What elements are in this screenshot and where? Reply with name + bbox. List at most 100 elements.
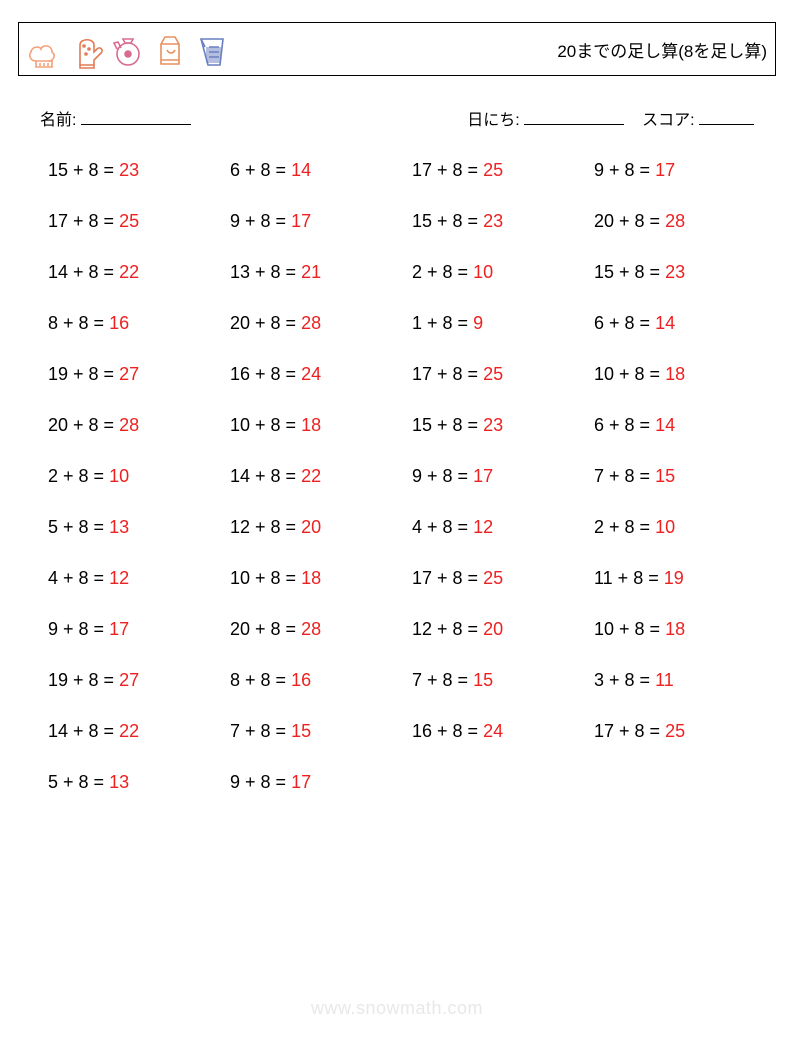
flour-bag-icon bbox=[153, 29, 187, 69]
header-box: 20までの足し算(8を足し算) bbox=[18, 22, 776, 76]
problem: 17 + 8 = 25 bbox=[412, 160, 584, 181]
name-blank[interactable] bbox=[81, 108, 191, 125]
problem: 20 + 8 = 28 bbox=[48, 415, 220, 436]
chef-hat-icon bbox=[27, 29, 61, 69]
expression: 15 + 8 = bbox=[48, 160, 119, 180]
problem: 15 + 8 = 23 bbox=[594, 262, 766, 283]
expression: 6 + 8 = bbox=[594, 415, 655, 435]
expression: 15 + 8 = bbox=[594, 262, 665, 282]
problem: 20 + 8 = 28 bbox=[230, 619, 402, 640]
problem: 14 + 8 = 22 bbox=[48, 721, 220, 742]
answer: 23 bbox=[483, 415, 503, 435]
problem: 10 + 8 = 18 bbox=[230, 568, 402, 589]
expression: 9 + 8 = bbox=[48, 619, 109, 639]
measuring-cup-icon bbox=[195, 29, 229, 69]
answer: 14 bbox=[655, 415, 675, 435]
answer: 12 bbox=[473, 517, 493, 537]
answer: 18 bbox=[301, 568, 321, 588]
answer: 15 bbox=[473, 670, 493, 690]
problem: 15 + 8 = 23 bbox=[412, 415, 584, 436]
answer: 17 bbox=[655, 160, 675, 180]
expression: 20 + 8 = bbox=[230, 313, 301, 333]
answer: 16 bbox=[291, 670, 311, 690]
expression: 7 + 8 = bbox=[412, 670, 473, 690]
answer: 10 bbox=[473, 262, 493, 282]
expression: 17 + 8 = bbox=[412, 568, 483, 588]
expression: 10 + 8 = bbox=[594, 619, 665, 639]
problem: 9 + 8 = 17 bbox=[230, 772, 402, 793]
answer: 18 bbox=[301, 415, 321, 435]
answer: 27 bbox=[119, 670, 139, 690]
expression: 8 + 8 = bbox=[230, 670, 291, 690]
problem: 19 + 8 = 27 bbox=[48, 364, 220, 385]
expression: 12 + 8 = bbox=[412, 619, 483, 639]
problem: 15 + 8 = 23 bbox=[412, 211, 584, 232]
expression: 17 + 8 = bbox=[594, 721, 665, 741]
problem: 12 + 8 = 20 bbox=[230, 517, 402, 538]
expression: 9 + 8 = bbox=[594, 160, 655, 180]
problem: 14 + 8 = 22 bbox=[48, 262, 220, 283]
expression: 7 + 8 = bbox=[230, 721, 291, 741]
problem: 1 + 8 = 9 bbox=[412, 313, 584, 334]
problem: 8 + 8 = 16 bbox=[230, 670, 402, 691]
answer: 14 bbox=[655, 313, 675, 333]
date-blank[interactable] bbox=[524, 108, 624, 125]
worksheet-title: 20までの足し算(8を足し算) bbox=[557, 37, 767, 62]
problem: 3 + 8 = 11 bbox=[594, 670, 766, 691]
answer: 18 bbox=[665, 619, 685, 639]
expression: 17 + 8 = bbox=[412, 160, 483, 180]
expression: 15 + 8 = bbox=[412, 415, 483, 435]
problem: 7 + 8 = 15 bbox=[412, 670, 584, 691]
answer: 17 bbox=[291, 211, 311, 231]
answer: 24 bbox=[483, 721, 503, 741]
expression: 6 + 8 = bbox=[594, 313, 655, 333]
answer: 25 bbox=[483, 364, 503, 384]
expression: 8 + 8 = bbox=[48, 313, 109, 333]
answer: 15 bbox=[655, 466, 675, 486]
problem: 10 + 8 = 18 bbox=[594, 364, 766, 385]
problem: 15 + 8 = 23 bbox=[48, 160, 220, 181]
expression: 10 + 8 = bbox=[594, 364, 665, 384]
problem: 13 + 8 = 21 bbox=[230, 262, 402, 283]
name-label: 名前: bbox=[40, 112, 76, 129]
answer: 25 bbox=[483, 160, 503, 180]
expression: 15 + 8 = bbox=[412, 211, 483, 231]
problem: 10 + 8 = 18 bbox=[230, 415, 402, 436]
problem: 17 + 8 = 25 bbox=[48, 211, 220, 232]
header-icons bbox=[27, 29, 229, 69]
expression: 9 + 8 = bbox=[412, 466, 473, 486]
problem: 9 + 8 = 17 bbox=[412, 466, 584, 487]
problem: 20 + 8 = 28 bbox=[230, 313, 402, 334]
expression: 10 + 8 = bbox=[230, 415, 301, 435]
problem: 2 + 8 = 10 bbox=[594, 517, 766, 538]
problem: 9 + 8 = 17 bbox=[594, 160, 766, 181]
expression: 13 + 8 = bbox=[230, 262, 301, 282]
answer: 28 bbox=[665, 211, 685, 231]
problem: 6 + 8 = 14 bbox=[594, 415, 766, 436]
answer: 9 bbox=[473, 313, 483, 333]
problem: 17 + 8 = 25 bbox=[594, 721, 766, 742]
problem: 7 + 8 = 15 bbox=[594, 466, 766, 487]
answer: 28 bbox=[301, 619, 321, 639]
expression: 14 + 8 = bbox=[230, 466, 301, 486]
score-blank[interactable] bbox=[699, 108, 754, 125]
date-label: 日にち: bbox=[467, 112, 519, 129]
answer: 24 bbox=[301, 364, 321, 384]
answer: 15 bbox=[291, 721, 311, 741]
problem: 7 + 8 = 15 bbox=[230, 721, 402, 742]
answer: 25 bbox=[119, 211, 139, 231]
expression: 12 + 8 = bbox=[230, 517, 301, 537]
problem: 20 + 8 = 28 bbox=[594, 211, 766, 232]
watermark: www.snowmath.com bbox=[0, 998, 794, 1019]
problem: 8 + 8 = 16 bbox=[48, 313, 220, 334]
expression: 16 + 8 = bbox=[230, 364, 301, 384]
expression: 2 + 8 = bbox=[48, 466, 109, 486]
expression: 9 + 8 = bbox=[230, 772, 291, 792]
answer: 22 bbox=[119, 262, 139, 282]
answer: 25 bbox=[483, 568, 503, 588]
answer: 20 bbox=[483, 619, 503, 639]
expression: 6 + 8 = bbox=[230, 160, 291, 180]
problem: 19 + 8 = 27 bbox=[48, 670, 220, 691]
problem: 4 + 8 = 12 bbox=[48, 568, 220, 589]
expression: 11 + 8 = bbox=[594, 568, 664, 588]
